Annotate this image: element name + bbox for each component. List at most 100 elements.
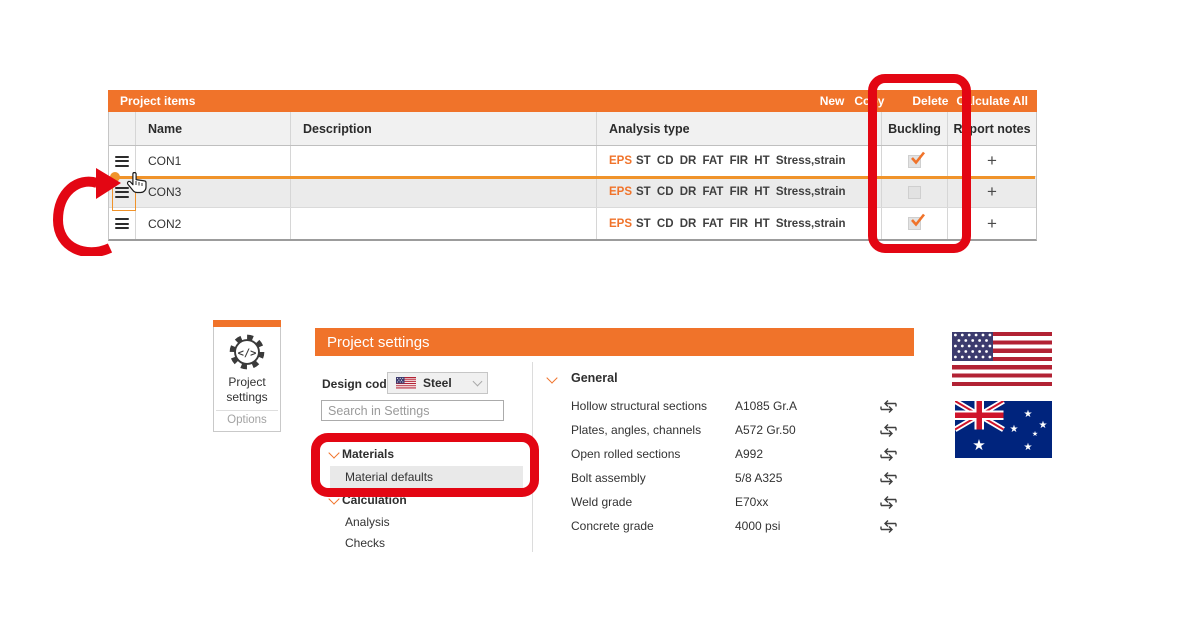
ribbon-group-label: Options: [227, 414, 267, 426]
setting-row: Concrete grade 4000 psi: [571, 514, 901, 538]
panel-divider: [532, 362, 533, 552]
svg-text:★: ★: [1010, 424, 1019, 435]
name-cell: CON1: [136, 146, 291, 176]
svg-text:★: ★: [1024, 409, 1033, 420]
tree-item-calculation[interactable]: Calculation: [342, 493, 407, 507]
add-report-note-button[interactable]: +: [987, 213, 997, 233]
description-cell: [291, 146, 597, 176]
setting-value: 4000 psi: [735, 519, 781, 533]
swap-arrows-icon[interactable]: [877, 471, 897, 486]
buckling-checkbox[interactable]: [908, 213, 926, 230]
description-cell: [291, 208, 597, 239]
copy-button[interactable]: Copy: [854, 94, 885, 108]
setting-value: E70xx: [735, 495, 769, 509]
project-settings-dialog: Project settings Design code Steel Mater…: [315, 328, 914, 552]
dialog-titlebar: Project settings: [315, 328, 914, 356]
swap-arrows-icon[interactable]: [877, 447, 897, 462]
svg-text:★: ★: [1032, 430, 1038, 438]
ribbon-accent-bar: [213, 320, 281, 327]
design-code-label: Design code: [322, 377, 394, 391]
svg-text:</>: </>: [238, 347, 257, 359]
analysis-tag-eps: EPS: [609, 217, 633, 230]
tree-item-materials[interactable]: Materials: [342, 447, 395, 461]
dialog-title: Project settings: [327, 333, 430, 351]
analysis-tag-eps: EPS: [609, 155, 633, 167]
united-states-flag: [952, 332, 1052, 386]
general-settings-list: Hollow structural sections A1085 Gr.A Pl…: [571, 394, 901, 538]
svg-text:★: ★: [1024, 442, 1033, 453]
swap-arrows-icon[interactable]: [877, 399, 897, 414]
swap-arrows-icon[interactable]: [877, 495, 897, 510]
setting-label: Bolt assembly: [571, 471, 646, 485]
search-input[interactable]: [321, 400, 504, 421]
swap-arrows-icon[interactable]: [877, 423, 897, 438]
setting-label: Open rolled sections: [571, 447, 681, 461]
drag-handle-icon[interactable]: [115, 155, 129, 167]
table-row-con3[interactable]: CON3 EPS ST CD DR FAT FIR HT Stress,stra…: [109, 177, 1036, 208]
button-label-line2: settings: [226, 390, 268, 404]
analysis-tags: ST CD DR FAT FIR HT Stress,strain: [636, 186, 846, 198]
ribbon-group-divider: [216, 410, 278, 411]
tree-item-checks[interactable]: Checks: [345, 536, 386, 550]
drag-drop-indicator-line: [114, 176, 1035, 179]
us-flag-icon: [396, 377, 416, 389]
swap-arrows-icon[interactable]: [877, 519, 897, 534]
project-settings-button[interactable]: Project settings: [214, 375, 280, 405]
setting-row: Weld grade E70xx: [571, 490, 901, 514]
analysis-type-cell: EPS ST CD DR FAT FIR HT Stress,strain: [597, 146, 882, 176]
setting-value: A1085 Gr.A: [735, 399, 798, 413]
setting-row: Open rolled sections A992: [571, 442, 901, 466]
table-row-con2[interactable]: CON2 EPS ST CD DR FAT FIR HT Stress,stra…: [109, 208, 1036, 239]
setting-value: 5/8 A325: [735, 471, 783, 485]
project-items-panel: Project items New Copy Delete Calculate …: [108, 90, 1037, 241]
calculate-all-button[interactable]: Calculate All: [956, 94, 1028, 108]
chevron-down-icon: [472, 376, 483, 387]
analysis-type-cell: EPS ST CD DR FAT FIR HT Stress,strain: [597, 208, 882, 239]
setting-label: Weld grade: [571, 495, 633, 509]
table-row-con1[interactable]: CON1 EPS ST CD DR FAT FIR HT Stress,stra…: [109, 146, 1036, 177]
drag-target-cell-outline: [112, 178, 136, 211]
general-section-title: General: [571, 371, 618, 385]
column-header-buckling: Buckling: [882, 112, 948, 145]
add-report-note-button[interactable]: +: [987, 151, 997, 170]
column-header-analysis-type: Analysis type: [597, 112, 882, 145]
analysis-tags: ST CD DR FAT FIR HT Stress,strain: [636, 217, 846, 230]
setting-label: Hollow structural sections: [571, 399, 708, 413]
chevron-down-icon[interactable]: [546, 372, 558, 384]
setting-label: Plates, angles, channels: [571, 423, 702, 437]
setting-row: Plates, angles, channels A572 Gr.50: [571, 418, 901, 442]
chevron-down-icon[interactable]: [328, 493, 340, 505]
add-report-note-button[interactable]: +: [987, 182, 997, 201]
checkmark-icon: [911, 213, 926, 227]
ribbon-group-options: </> Project settings Options: [213, 320, 281, 432]
delete-button[interactable]: Delete: [912, 94, 949, 108]
column-header-report-notes: Report notes: [953, 121, 1031, 136]
gear-code-icon[interactable]: </>: [228, 333, 266, 371]
drag-handle-column-header: [109, 112, 136, 145]
design-code-value: Steel: [423, 376, 452, 390]
setting-row: Hollow structural sections A1085 Gr.A: [571, 394, 901, 418]
drag-handle-icon[interactable]: [115, 186, 129, 198]
analysis-tag-eps: EPS: [609, 186, 633, 198]
design-code-dropdown[interactable]: Steel: [387, 372, 488, 394]
name-cell: CON2: [136, 208, 291, 239]
svg-text:★: ★: [1039, 420, 1048, 431]
column-header-description: Description: [291, 112, 597, 145]
dialog-body: Design code Steel Materials Material def…: [315, 356, 914, 552]
analysis-tags: ST CD DR FAT FIR HT Stress,strain: [636, 155, 846, 167]
us-flag-canton: [952, 332, 993, 361]
tree-item-analysis[interactable]: Analysis: [345, 515, 390, 529]
drag-handle-icon[interactable]: [115, 218, 129, 229]
tree-item-material-defaults[interactable]: Material defaults: [330, 466, 523, 489]
analysis-type-cell: EPS ST CD DR FAT FIR HT Stress,strain: [597, 177, 882, 207]
panel-title: Project items: [120, 94, 196, 108]
buckling-checkbox[interactable]: [908, 151, 926, 168]
column-header-name: Name: [136, 112, 291, 145]
name-cell: CON3: [136, 177, 291, 207]
project-items-titlebar: Project items New Copy Delete Calculate …: [108, 90, 1037, 112]
chevron-down-icon[interactable]: [328, 447, 340, 459]
buckling-checkbox[interactable]: [908, 185, 921, 199]
new-button[interactable]: New: [819, 94, 845, 108]
setting-value: A992: [735, 447, 764, 461]
table-header-row: Name Description Analysis type Buckling …: [109, 112, 1036, 146]
